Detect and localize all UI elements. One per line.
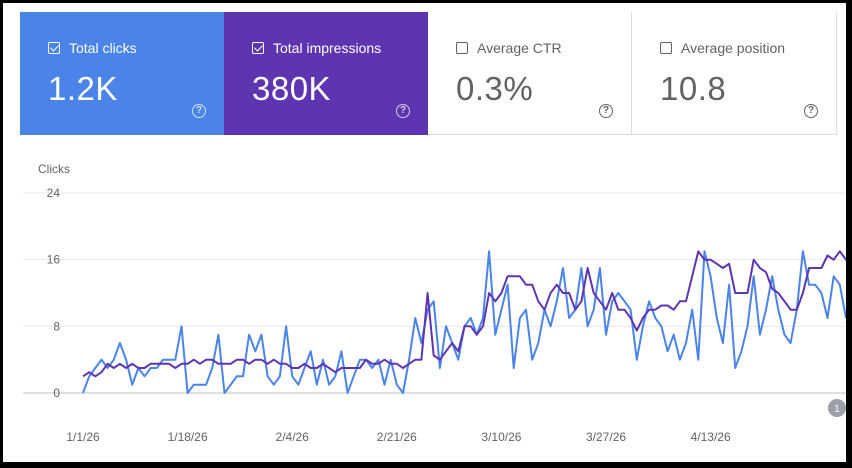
- metric-card-total-clicks[interactable]: Total clicks 1.2K ?: [20, 12, 224, 135]
- metric-label: Total clicks: [69, 40, 137, 56]
- metric-label: Average position: [681, 40, 786, 56]
- checkbox-checked-icon[interactable]: [48, 42, 60, 54]
- help-icon[interactable]: ?: [804, 104, 818, 118]
- help-icon[interactable]: ?: [192, 104, 206, 118]
- metric-value: 0.3%: [456, 70, 534, 107]
- metric-label: Total impressions: [273, 40, 382, 56]
- y-axis-title: Clicks: [38, 162, 70, 176]
- metric-value: 10.8: [660, 70, 727, 107]
- performance-chart[interactable]: Clicks 0 8 16 24 1/1/26 1/18/26 2/4/26 2/21/26…: [3, 143, 846, 462]
- x-tick-label: 3/27/26: [586, 430, 626, 444]
- performance-panel: Total clicks 1.2K ? Total impressions 38…: [3, 3, 846, 462]
- y-tick-label: 0: [53, 386, 60, 400]
- metric-card-average-position[interactable]: Average position 10.8 ?: [632, 12, 837, 135]
- x-tick-label: 1/18/26: [168, 430, 208, 444]
- metric-value: 1.2K: [48, 70, 118, 107]
- x-tick-label: 3/10/26: [481, 430, 521, 444]
- series-line-total-impressions[interactable]: [82, 250, 846, 378]
- chart-grid: [23, 192, 846, 394]
- metric-card-total-impressions[interactable]: Total impressions 380K ?: [224, 12, 428, 135]
- x-tick-label: 2/21/26: [377, 430, 417, 444]
- y-tick-label: 8: [53, 319, 60, 333]
- help-icon[interactable]: ?: [396, 104, 410, 118]
- help-icon[interactable]: ?: [599, 104, 613, 118]
- checkbox-checked-icon[interactable]: [252, 42, 264, 54]
- x-tick-label: 2/4/26: [276, 430, 310, 444]
- metric-label: Average CTR: [477, 40, 562, 56]
- y-axis-ticks: 0 8 16 24: [47, 186, 61, 400]
- y-tick-label: 16: [47, 253, 61, 267]
- checkbox-unchecked-icon[interactable]: [456, 42, 468, 54]
- metric-value: 380K: [252, 70, 332, 107]
- metric-header: Average CTR: [456, 40, 562, 56]
- x-tick-label: 1/1/26: [66, 430, 100, 444]
- annotation-badge-count: 1: [834, 404, 840, 415]
- metric-cards: Total clicks 1.2K ? Total impressions 38…: [20, 12, 837, 135]
- metric-header: Total clicks: [48, 40, 137, 56]
- metric-header: Total impressions: [252, 40, 381, 56]
- annotation-marker[interactable]: 1: [828, 399, 846, 417]
- x-tick-label: 4/13/26: [691, 430, 731, 444]
- metric-card-average-ctr[interactable]: Average CTR 0.3% ?: [428, 12, 632, 135]
- annotation-badge[interactable]: [828, 399, 846, 417]
- chart-series: [82, 250, 846, 394]
- metric-header: Average position: [660, 40, 785, 56]
- checkbox-unchecked-icon[interactable]: [660, 42, 672, 54]
- y-tick-label: 24: [47, 186, 61, 200]
- x-axis-ticks: 1/1/26 1/18/26 2/4/26 2/21/26 3/10/26 3/27/26…: [66, 430, 731, 444]
